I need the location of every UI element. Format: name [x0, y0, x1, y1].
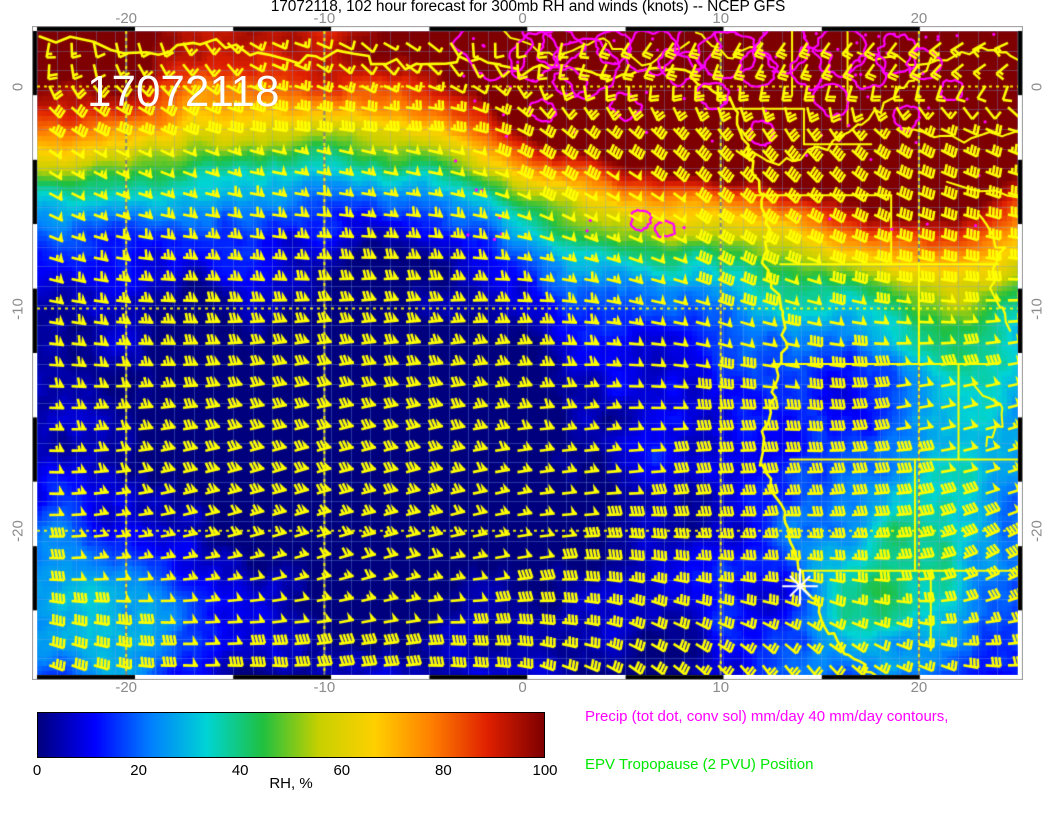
legend-precip: Precip (tot dot, conv sol) mm/day 40 mm/… — [585, 708, 949, 725]
colorbar-label: RH, % — [269, 775, 313, 792]
x-tick-label: -10 — [313, 679, 336, 696]
x-tick-label: 20 — [910, 679, 928, 696]
colorbar-tick-label: 40 — [231, 762, 249, 779]
legend-epv-tropopause: EPV Tropopause (2 PVU) Position — [585, 756, 814, 773]
y-tick-label: -20 — [1028, 519, 1046, 542]
colorbar-tick-label: 0 — [32, 762, 42, 779]
page-title: 17072118, 102 hour forecast for 300mb RH… — [270, 0, 786, 15]
y-tick-label: -20 — [9, 519, 27, 542]
y-tick-label: 0 — [9, 82, 27, 91]
x-tick-label: 10 — [712, 10, 730, 27]
colorbar-tick-label: 20 — [130, 762, 147, 779]
x-tick-label: 10 — [712, 679, 730, 696]
colorbar-container — [37, 712, 545, 758]
x-tick-label: -20 — [115, 10, 138, 27]
colorbar-tick-label: 60 — [333, 762, 351, 779]
x-tick-label: 0 — [518, 10, 527, 27]
rh-colorbar — [37, 712, 545, 758]
x-tick-label: -10 — [313, 10, 336, 27]
x-tick-label: 20 — [910, 10, 928, 27]
x-tick-label: 0 — [518, 679, 527, 696]
rh-wind-map — [37, 31, 1018, 675]
y-tick-label: -10 — [9, 297, 27, 320]
colorbar-tick-label: 100 — [532, 762, 558, 779]
y-tick-label: 0 — [1028, 82, 1046, 91]
colorbar-tick-label: 80 — [435, 762, 452, 779]
map-plot-area: 17072118 — [32, 26, 1023, 680]
y-tick-label: -10 — [1028, 297, 1046, 320]
x-tick-label: -20 — [115, 679, 138, 696]
